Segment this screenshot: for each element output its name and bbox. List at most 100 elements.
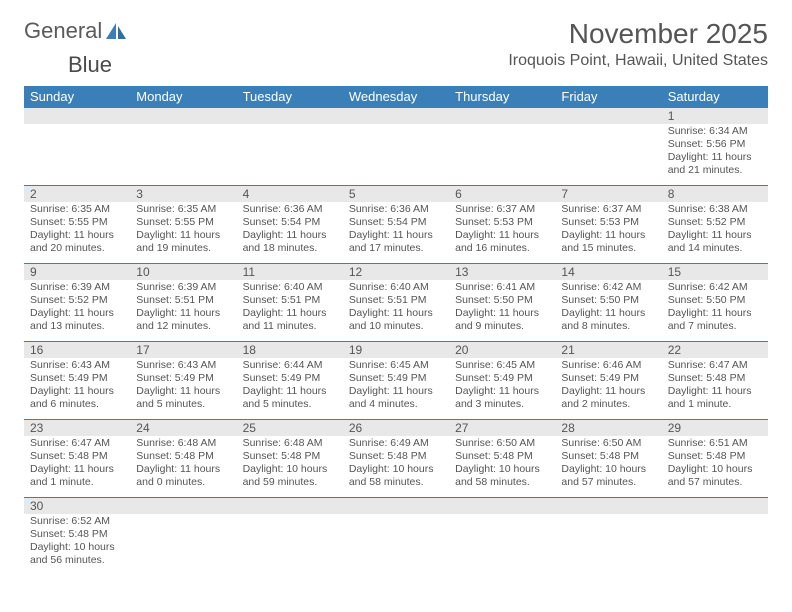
day-number: 12	[343, 263, 449, 280]
daylight-text: Daylight: 10 hours and 57 minutes.	[561, 463, 655, 489]
daylight-text: Daylight: 11 hours and 17 minutes.	[349, 229, 443, 255]
calendar-table: Sunday Monday Tuesday Wednesday Thursday…	[24, 86, 768, 575]
month-title: November 2025	[508, 18, 768, 50]
day-number: 10	[130, 263, 236, 280]
sunrise-text: Sunrise: 6:52 AM	[30, 515, 124, 528]
weekday-header-row: Sunday Monday Tuesday Wednesday Thursday…	[24, 86, 768, 107]
day-number: 8	[662, 185, 768, 202]
daylight-text: Daylight: 11 hours and 19 minutes.	[136, 229, 230, 255]
empty-day-number	[555, 497, 661, 514]
sunrise-text: Sunrise: 6:38 AM	[668, 203, 762, 216]
calendar-day-cell: 2Sunrise: 6:35 AMSunset: 5:55 PMDaylight…	[24, 185, 130, 263]
weekday-header: Saturday	[662, 86, 768, 107]
day-number: 19	[343, 341, 449, 358]
sunrise-text: Sunrise: 6:43 AM	[30, 359, 124, 372]
sunset-text: Sunset: 5:50 PM	[455, 294, 549, 307]
weekday-header: Thursday	[449, 86, 555, 107]
daylight-text: Daylight: 11 hours and 12 minutes.	[136, 307, 230, 333]
calendar-day-cell: 10Sunrise: 6:39 AMSunset: 5:51 PMDayligh…	[130, 263, 236, 341]
daylight-text: Daylight: 11 hours and 8 minutes.	[561, 307, 655, 333]
empty-day-number	[449, 107, 555, 124]
sunset-text: Sunset: 5:51 PM	[136, 294, 230, 307]
day-number: 30	[24, 497, 130, 514]
sunrise-text: Sunrise: 6:48 AM	[243, 437, 337, 450]
day-number: 21	[555, 341, 661, 358]
sunset-text: Sunset: 5:54 PM	[243, 216, 337, 229]
sunrise-text: Sunrise: 6:49 AM	[349, 437, 443, 450]
daylight-text: Daylight: 11 hours and 7 minutes.	[668, 307, 762, 333]
calendar-day-cell: 26Sunrise: 6:49 AMSunset: 5:48 PMDayligh…	[343, 419, 449, 497]
sunset-text: Sunset: 5:49 PM	[136, 372, 230, 385]
sunrise-text: Sunrise: 6:47 AM	[30, 437, 124, 450]
calendar-week-row: 30Sunrise: 6:52 AMSunset: 5:48 PMDayligh…	[24, 497, 768, 575]
calendar-day-cell: 28Sunrise: 6:50 AMSunset: 5:48 PMDayligh…	[555, 419, 661, 497]
calendar-day-cell: 25Sunrise: 6:48 AMSunset: 5:48 PMDayligh…	[237, 419, 343, 497]
day-number: 3	[130, 185, 236, 202]
weekday-header: Sunday	[24, 86, 130, 107]
calendar-day-cell: 22Sunrise: 6:47 AMSunset: 5:48 PMDayligh…	[662, 341, 768, 419]
day-number: 14	[555, 263, 661, 280]
day-details: Sunrise: 6:39 AMSunset: 5:52 PMDaylight:…	[24, 280, 130, 335]
sunset-text: Sunset: 5:49 PM	[561, 372, 655, 385]
sunrise-text: Sunrise: 6:37 AM	[561, 203, 655, 216]
day-number: 6	[449, 185, 555, 202]
sunset-text: Sunset: 5:48 PM	[243, 450, 337, 463]
day-details: Sunrise: 6:51 AMSunset: 5:48 PMDaylight:…	[662, 436, 768, 491]
daylight-text: Daylight: 11 hours and 5 minutes.	[243, 385, 337, 411]
calendar-empty-cell	[555, 497, 661, 575]
day-details: Sunrise: 6:46 AMSunset: 5:49 PMDaylight:…	[555, 358, 661, 413]
sunset-text: Sunset: 5:55 PM	[136, 216, 230, 229]
day-details: Sunrise: 6:37 AMSunset: 5:53 PMDaylight:…	[449, 202, 555, 257]
calendar-day-cell: 3Sunrise: 6:35 AMSunset: 5:55 PMDaylight…	[130, 185, 236, 263]
calendar-empty-cell	[343, 107, 449, 185]
calendar-day-cell: 15Sunrise: 6:42 AMSunset: 5:50 PMDayligh…	[662, 263, 768, 341]
logo-text-blue: Blue	[68, 52, 112, 77]
sunset-text: Sunset: 5:50 PM	[561, 294, 655, 307]
sunrise-text: Sunrise: 6:43 AM	[136, 359, 230, 372]
day-details: Sunrise: 6:36 AMSunset: 5:54 PMDaylight:…	[343, 202, 449, 257]
day-number: 23	[24, 419, 130, 436]
daylight-text: Daylight: 11 hours and 13 minutes.	[30, 307, 124, 333]
sunset-text: Sunset: 5:49 PM	[30, 372, 124, 385]
day-number: 26	[343, 419, 449, 436]
day-number: 13	[449, 263, 555, 280]
sunset-text: Sunset: 5:48 PM	[349, 450, 443, 463]
calendar-day-cell: 21Sunrise: 6:46 AMSunset: 5:49 PMDayligh…	[555, 341, 661, 419]
daylight-text: Daylight: 11 hours and 9 minutes.	[455, 307, 549, 333]
calendar-day-cell: 6Sunrise: 6:37 AMSunset: 5:53 PMDaylight…	[449, 185, 555, 263]
daylight-text: Daylight: 11 hours and 6 minutes.	[30, 385, 124, 411]
sunset-text: Sunset: 5:50 PM	[668, 294, 762, 307]
sunrise-text: Sunrise: 6:42 AM	[561, 281, 655, 294]
day-number: 27	[449, 419, 555, 436]
sunrise-text: Sunrise: 6:36 AM	[243, 203, 337, 216]
empty-day-number	[343, 497, 449, 514]
empty-day-number	[449, 497, 555, 514]
sunset-text: Sunset: 5:55 PM	[30, 216, 124, 229]
sunset-text: Sunset: 5:48 PM	[561, 450, 655, 463]
sunset-text: Sunset: 5:48 PM	[668, 450, 762, 463]
sunrise-text: Sunrise: 6:51 AM	[668, 437, 762, 450]
empty-day-number	[24, 107, 130, 124]
sunrise-text: Sunrise: 6:39 AM	[136, 281, 230, 294]
day-details: Sunrise: 6:35 AMSunset: 5:55 PMDaylight:…	[24, 202, 130, 257]
calendar-empty-cell	[449, 497, 555, 575]
daylight-text: Daylight: 11 hours and 18 minutes.	[243, 229, 337, 255]
weekday-header: Wednesday	[343, 86, 449, 107]
daylight-text: Daylight: 11 hours and 1 minute.	[30, 463, 124, 489]
day-details: Sunrise: 6:45 AMSunset: 5:49 PMDaylight:…	[449, 358, 555, 413]
weekday-header: Monday	[130, 86, 236, 107]
calendar-week-row: 16Sunrise: 6:43 AMSunset: 5:49 PMDayligh…	[24, 341, 768, 419]
day-details: Sunrise: 6:40 AMSunset: 5:51 PMDaylight:…	[343, 280, 449, 335]
sunset-text: Sunset: 5:53 PM	[561, 216, 655, 229]
empty-day-number	[555, 107, 661, 124]
sunrise-text: Sunrise: 6:34 AM	[668, 125, 762, 138]
day-number: 2	[24, 185, 130, 202]
calendar-week-row: 23Sunrise: 6:47 AMSunset: 5:48 PMDayligh…	[24, 419, 768, 497]
calendar-day-cell: 1Sunrise: 6:34 AMSunset: 5:56 PMDaylight…	[662, 107, 768, 185]
daylight-text: Daylight: 10 hours and 58 minutes.	[455, 463, 549, 489]
sunrise-text: Sunrise: 6:45 AM	[349, 359, 443, 372]
calendar-day-cell: 17Sunrise: 6:43 AMSunset: 5:49 PMDayligh…	[130, 341, 236, 419]
day-details: Sunrise: 6:48 AMSunset: 5:48 PMDaylight:…	[237, 436, 343, 491]
day-details: Sunrise: 6:50 AMSunset: 5:48 PMDaylight:…	[555, 436, 661, 491]
empty-day-number	[343, 107, 449, 124]
